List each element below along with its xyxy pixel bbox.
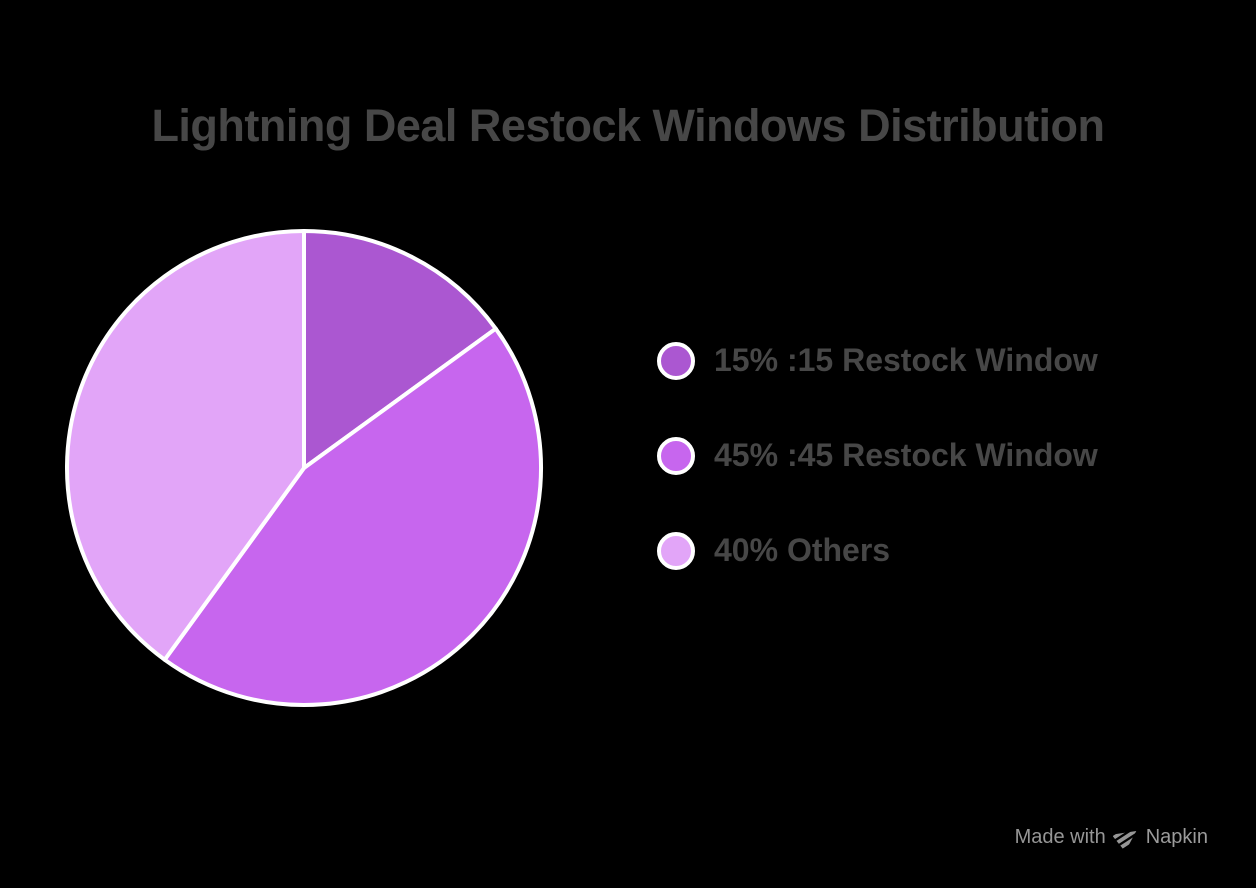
napkin-watermark-link[interactable]: Made with Napkin xyxy=(1014,823,1208,851)
legend-item-label: 45% :45 Restock Window xyxy=(714,437,1098,473)
legend-item-label: 40% Others xyxy=(714,532,891,568)
legend-item-others[interactable]: 40% Others xyxy=(657,503,1098,598)
napkin-brand-text: Napkin xyxy=(1145,825,1208,848)
legend-bullet-icon xyxy=(657,531,695,570)
chart-legend: 15% :15 Restock Window 45% :45 Restock W… xyxy=(657,313,1098,598)
pie-chart-svg xyxy=(65,229,544,708)
pie-slice-15-restock-window[interactable] xyxy=(302,229,498,470)
pie-slice-others[interactable] xyxy=(65,229,306,662)
made-with-text: Made with xyxy=(1014,825,1106,848)
legend-item-label: 15% :15 Restock Window xyxy=(714,342,1098,378)
legend-bullet-icon xyxy=(657,436,695,475)
pie-chart xyxy=(62,226,546,710)
legend-item-15-restock-window[interactable]: 15% :15 Restock Window xyxy=(657,313,1098,408)
chart-title: Lightning Deal Restock Windows Distribut… xyxy=(151,100,1105,151)
legend-item-45-restock-window[interactable]: 45% :45 Restock Window xyxy=(657,408,1098,503)
napkin-logo-icon xyxy=(1111,823,1141,851)
legend-bullet-icon xyxy=(657,341,695,380)
pie-slice-45-restock-window[interactable] xyxy=(162,326,544,708)
